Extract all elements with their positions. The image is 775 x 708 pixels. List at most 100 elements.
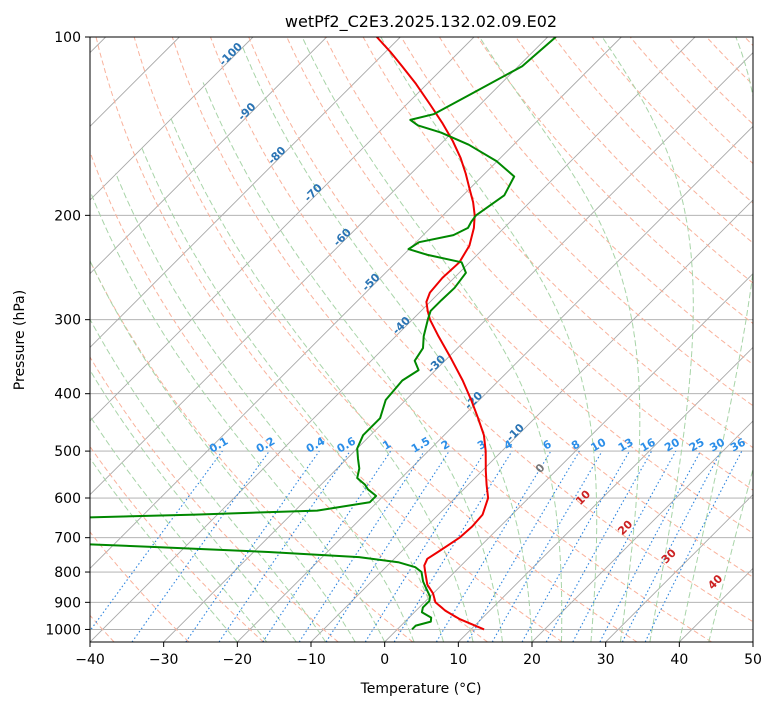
isotherm-line [90, 37, 696, 642]
moist-adiabat-label: 20 [615, 517, 635, 537]
isotherm-line [90, 37, 475, 422]
dry-adiabats [90, 37, 753, 642]
mixing-ratio-line [545, 450, 653, 642]
isotherm-line [90, 37, 548, 496]
dry-adiabat-line [362, 37, 753, 449]
y-tick-label: 900 [54, 595, 81, 611]
x-tick-label: 50 [744, 652, 762, 668]
moist-adiabat-line [301, 37, 563, 642]
dry-adiabat-line [706, 37, 753, 86]
mixing-ratio-line [364, 450, 486, 642]
mixing-ratio-label: 25 [687, 436, 707, 455]
moist-adiabat-label: 0 [533, 461, 548, 476]
moist-adiabat-line [90, 194, 386, 642]
sounding-profiles [90, 37, 557, 631]
y-tick-label: 700 [54, 531, 81, 547]
mixing-ratio-line [621, 450, 722, 642]
dry-adiabat-line [477, 37, 753, 325]
mixing-ratio-line [131, 450, 270, 642]
moist-adiabat-label: 10 [573, 487, 593, 507]
y-tick-label: 200 [54, 208, 81, 224]
dry-adiabat-line [90, 531, 190, 642]
dry-adiabat-label: -60 [331, 226, 354, 249]
moist-adiabat-line [90, 369, 297, 642]
dry-adiabat-line [744, 37, 753, 47]
isotherm-line [679, 567, 753, 642]
isotherm-grid [90, 37, 753, 642]
mixing-ratio-label: 0.1 [207, 435, 230, 456]
mixing-ratio-label: 0.4 [304, 434, 328, 455]
y-tick-label: 300 [54, 313, 81, 329]
mixing-ratio-label: 0.6 [335, 434, 359, 455]
dry-adiabat-label: -70 [302, 181, 325, 204]
moist-adiabat-line [678, 37, 753, 642]
isotherm-line [90, 37, 327, 275]
y-tick-label: 600 [54, 491, 81, 507]
dry-adiabat-line [90, 150, 488, 642]
dry-adiabat-line [248, 37, 753, 578]
dry-adiabat-line [668, 37, 753, 125]
dry-adiabat-label: -30 [425, 352, 448, 375]
moist-adiabat-line [90, 457, 238, 642]
moist-adiabat-line [380, 37, 598, 642]
mixing-ratio-label: 20 [662, 435, 682, 454]
mixing-ratio-line [435, 450, 552, 642]
isotherm-line [90, 37, 622, 569]
mixing-ratio-line [90, 450, 223, 632]
mixing-ratio-lines [90, 450, 743, 642]
dry-adiabat-line [90, 356, 339, 642]
isotherm-line [605, 494, 753, 642]
dry-adiabat-line [171, 37, 712, 642]
y-tick-label: 800 [54, 565, 81, 581]
dry-adiabat-line [553, 37, 753, 244]
mixing-ratio-label: 1.5 [409, 435, 432, 456]
isotherm-line [384, 273, 753, 642]
isotherm-line [531, 420, 753, 642]
mixing-ratio-label: 2 [439, 438, 452, 453]
x-tick-label: 0 [380, 652, 389, 668]
mixing-ratio-line [491, 450, 603, 642]
y-axis: 100 200 300 400 500 600 700 800 900 1000 [45, 30, 90, 638]
y-tick-label: 1000 [45, 622, 81, 638]
moist-adiabat-line [601, 37, 694, 642]
dry-adiabat-label: -50 [359, 270, 382, 293]
moist-adiabat-line [115, 172, 415, 642]
mixing-ratio-label: 16 [638, 435, 658, 454]
isotherm-line [237, 125, 753, 642]
isotherm-line [90, 37, 401, 348]
dry-adiabat-line [438, 37, 753, 366]
dry-adiabat-line [400, 37, 753, 407]
mixing-ratio-label: 13 [616, 436, 636, 455]
x-tick-label: −30 [149, 652, 179, 668]
moist-adiabat-label: 40 [705, 572, 725, 592]
mixing-ratio-label: 10 [589, 435, 609, 454]
moist-adiabat-line [90, 259, 356, 642]
mixing-ratio-label: 1 [380, 438, 393, 453]
mixing-ratio-line [325, 450, 450, 642]
dewpoint-profile-line [90, 37, 557, 631]
dry-adiabat-line [324, 37, 753, 491]
y-tick-label: 500 [54, 444, 81, 460]
isotherm-line [310, 199, 753, 642]
mixing-ratio-label: 30 [707, 435, 727, 454]
mixing-ratio-label: 6 [541, 437, 554, 452]
mixing-ratio-line [393, 450, 513, 642]
mixing-ratio-line [262, 450, 392, 642]
y-tick-label: 100 [54, 30, 81, 46]
temperature-profile-line [376, 37, 490, 631]
y-axis-label: Pressure (hPa) [12, 290, 28, 390]
mixing-ratio-label: 0.2 [254, 435, 277, 456]
moist-adiabat-line [241, 45, 533, 642]
mixing-ratio-label: 36 [728, 435, 748, 454]
dry-adiabat-label: -80 [265, 144, 288, 167]
dry-adiabat-line [515, 37, 753, 284]
dry-adiabat-line [210, 37, 753, 623]
x-tick-label: 30 [597, 652, 615, 668]
moist-adiabat-line [708, 467, 753, 642]
mixing-ratio-label: 8 [569, 438, 582, 453]
moist-adiabat-line [202, 82, 503, 642]
chart-title: wetPf2_C2E3.2025.132.02.09.E02 [285, 12, 557, 32]
moist-adiabat-line [90, 318, 327, 642]
isotherm-line [163, 52, 753, 642]
